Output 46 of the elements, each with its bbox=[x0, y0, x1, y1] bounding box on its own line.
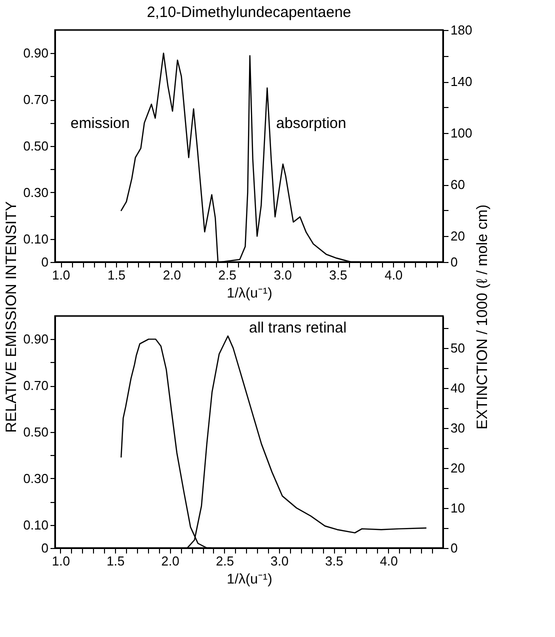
x-tick-label: 2.5 bbox=[216, 554, 234, 568]
y2-tick-label: 0 bbox=[450, 540, 458, 556]
y-tick-label: 0.30 bbox=[23, 470, 48, 486]
y-tick-label: 0.30 bbox=[23, 184, 48, 200]
y2-tick-label: 60 bbox=[450, 177, 465, 192]
y-tick-label: 0.50 bbox=[23, 424, 48, 440]
y-tick-label: 0 bbox=[41, 254, 48, 270]
x-tick-label: 3.0 bbox=[274, 268, 292, 282]
x-tick-label: 3.5 bbox=[325, 554, 344, 568]
y-tick-label: 0.50 bbox=[23, 138, 48, 154]
chart-title: 2,10-Dimethylundecapentaene bbox=[146, 4, 352, 21]
y2-tick-label: 0 bbox=[450, 254, 458, 270]
annotation: emission bbox=[70, 114, 130, 132]
y-tick-label: 0.70 bbox=[23, 92, 48, 108]
x-tick-label: 4.0 bbox=[384, 268, 403, 282]
x-tick-label: 2.5 bbox=[218, 268, 236, 282]
x-tick-label: 1.5 bbox=[106, 554, 125, 568]
y-tick-label: 0.10 bbox=[23, 231, 48, 246]
y2-tick-label: 10 bbox=[450, 500, 465, 516]
y-tick-label: 0.10 bbox=[23, 517, 48, 532]
x-axis-title: 1/λ(u⁻¹) bbox=[226, 570, 272, 586]
x-tick-label: 3.5 bbox=[329, 268, 348, 282]
x-tick-label: 2.0 bbox=[162, 268, 181, 282]
y2-tick-label: 30 bbox=[450, 420, 465, 436]
y-tick-label: 0 bbox=[41, 540, 48, 556]
y2-tick-label: 140 bbox=[450, 74, 472, 90]
y-axis-title: RELATIVE EMISSION INTENSITY bbox=[3, 201, 20, 433]
y2-tick-label: 50 bbox=[450, 340, 465, 356]
annotation: absorption bbox=[276, 114, 346, 132]
x-tick-label: 1.0 bbox=[52, 268, 70, 282]
y2-tick-label: 100 bbox=[450, 126, 472, 141]
annotation: all trans retinal bbox=[249, 320, 347, 337]
y2-tick-label: 40 bbox=[450, 380, 465, 396]
x-axis-title: 1/λ(u⁻¹) bbox=[226, 284, 272, 300]
y2-axis-title: EXTINCTION / 1000 (ℓ / mole cm) bbox=[474, 204, 491, 430]
y-tick-label: 0.90 bbox=[23, 46, 48, 61]
x-tick-label: 2.0 bbox=[161, 554, 180, 568]
y2-tick-label: 20 bbox=[450, 228, 465, 244]
x-tick-label: 3.0 bbox=[270, 554, 289, 568]
x-tick-label: 1.0 bbox=[52, 554, 70, 568]
y2-tick-label: 20 bbox=[450, 460, 465, 476]
y-tick-label: 0.90 bbox=[23, 332, 48, 347]
x-tick-label: 4.0 bbox=[380, 554, 398, 568]
x-tick-label: 1.5 bbox=[107, 268, 126, 282]
y2-tick-label: 180 bbox=[450, 22, 472, 38]
y-tick-label: 0.70 bbox=[23, 378, 48, 394]
